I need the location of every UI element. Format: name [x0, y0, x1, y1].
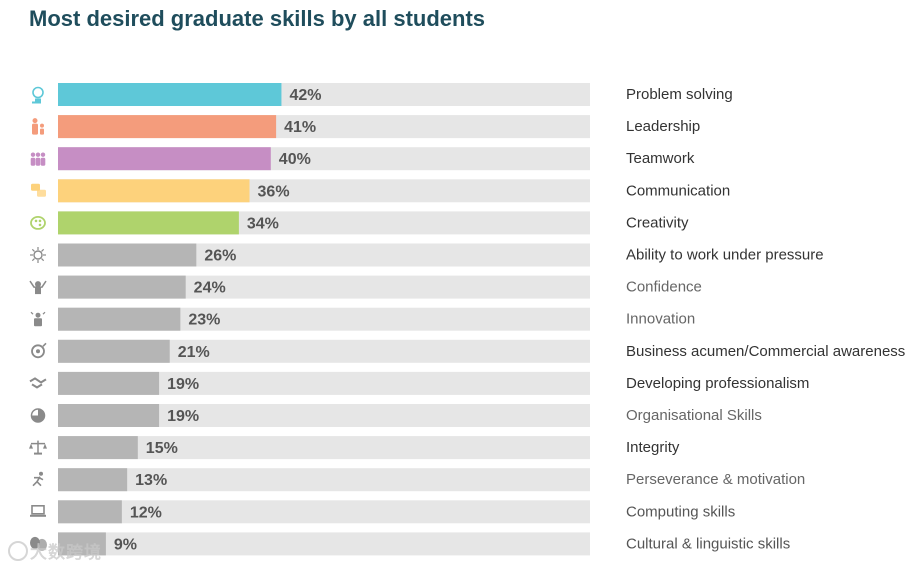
category-label: Innovation [626, 311, 695, 328]
bar [58, 83, 282, 106]
category-label: Business acumen/Commercial awareness [626, 343, 905, 360]
bar [58, 147, 271, 171]
bar [58, 404, 160, 427]
bar [58, 115, 277, 139]
team-people-icon [30, 152, 46, 166]
business-gear-icon [31, 342, 47, 359]
data-label: 41% [284, 119, 316, 136]
chart-title: Most desired graduate skills by all stud… [29, 6, 486, 31]
confident-person-icon [29, 280, 47, 295]
category-label: Integrity [626, 439, 680, 456]
data-label: 21% [178, 344, 210, 361]
category-label: Leadership [626, 118, 700, 135]
theatre-masks-icon [30, 536, 47, 551]
leader-people-icon [32, 118, 44, 135]
bar [58, 436, 138, 460]
data-label: 36% [258, 183, 290, 200]
category-label: Confidence [626, 279, 702, 296]
bar [58, 179, 250, 203]
category-label: Perseverance & motivation [626, 471, 805, 488]
category-label: Developing professionalism [626, 375, 809, 392]
data-label: 40% [279, 151, 311, 168]
handshake-icon [29, 377, 47, 389]
watermark-logo-icon [8, 541, 28, 561]
bar [58, 243, 197, 267]
bar-track [58, 307, 590, 331]
bar [58, 307, 181, 331]
innovation-lamp-icon [30, 311, 46, 327]
bar-track [58, 436, 590, 460]
category-label: Ability to work under pressure [626, 247, 824, 264]
bar [58, 468, 128, 492]
data-label: 15% [146, 440, 178, 457]
bar-track [58, 275, 590, 299]
data-label: 19% [167, 408, 199, 425]
bar [58, 211, 239, 235]
category-label: Communication [626, 182, 730, 199]
data-label: 26% [204, 248, 236, 265]
speech-bubbles-icon [31, 183, 46, 197]
bar-track [58, 500, 590, 524]
bar [58, 339, 170, 363]
scales-icon [29, 440, 47, 455]
data-label: 23% [188, 312, 220, 329]
laptop-icon [30, 504, 46, 517]
pie-chart-icon [30, 408, 46, 423]
bar-track [58, 339, 590, 363]
category-label: Creativity [626, 214, 689, 231]
data-label: 34% [247, 215, 279, 232]
category-label: Teamwork [626, 150, 695, 167]
watermark: 大数跨境 [8, 538, 102, 563]
bar [58, 275, 186, 299]
data-label: 12% [130, 504, 162, 521]
lightbulb-head-icon [32, 86, 44, 104]
data-label: 24% [194, 280, 226, 297]
data-label: 19% [167, 376, 199, 393]
watermark-text: 大数跨境 [30, 543, 102, 562]
data-label: 13% [135, 472, 167, 489]
data-label: 42% [289, 87, 321, 104]
bar-track [58, 404, 590, 427]
bar-track [58, 532, 590, 556]
bar [58, 371, 160, 395]
category-label: Computing skills [626, 503, 735, 520]
bar [58, 532, 106, 556]
palette-icon [30, 215, 46, 230]
bar-track [58, 371, 590, 395]
pressure-burst-icon [30, 247, 46, 263]
category-label: Cultural & linguistic skills [626, 535, 790, 552]
bar-track [58, 468, 590, 492]
category-label: Organisational Skills [626, 407, 762, 424]
running-person-icon [32, 471, 44, 487]
data-label: 9% [114, 536, 137, 553]
category-label: Problem solving [626, 86, 733, 103]
bar [58, 500, 122, 524]
